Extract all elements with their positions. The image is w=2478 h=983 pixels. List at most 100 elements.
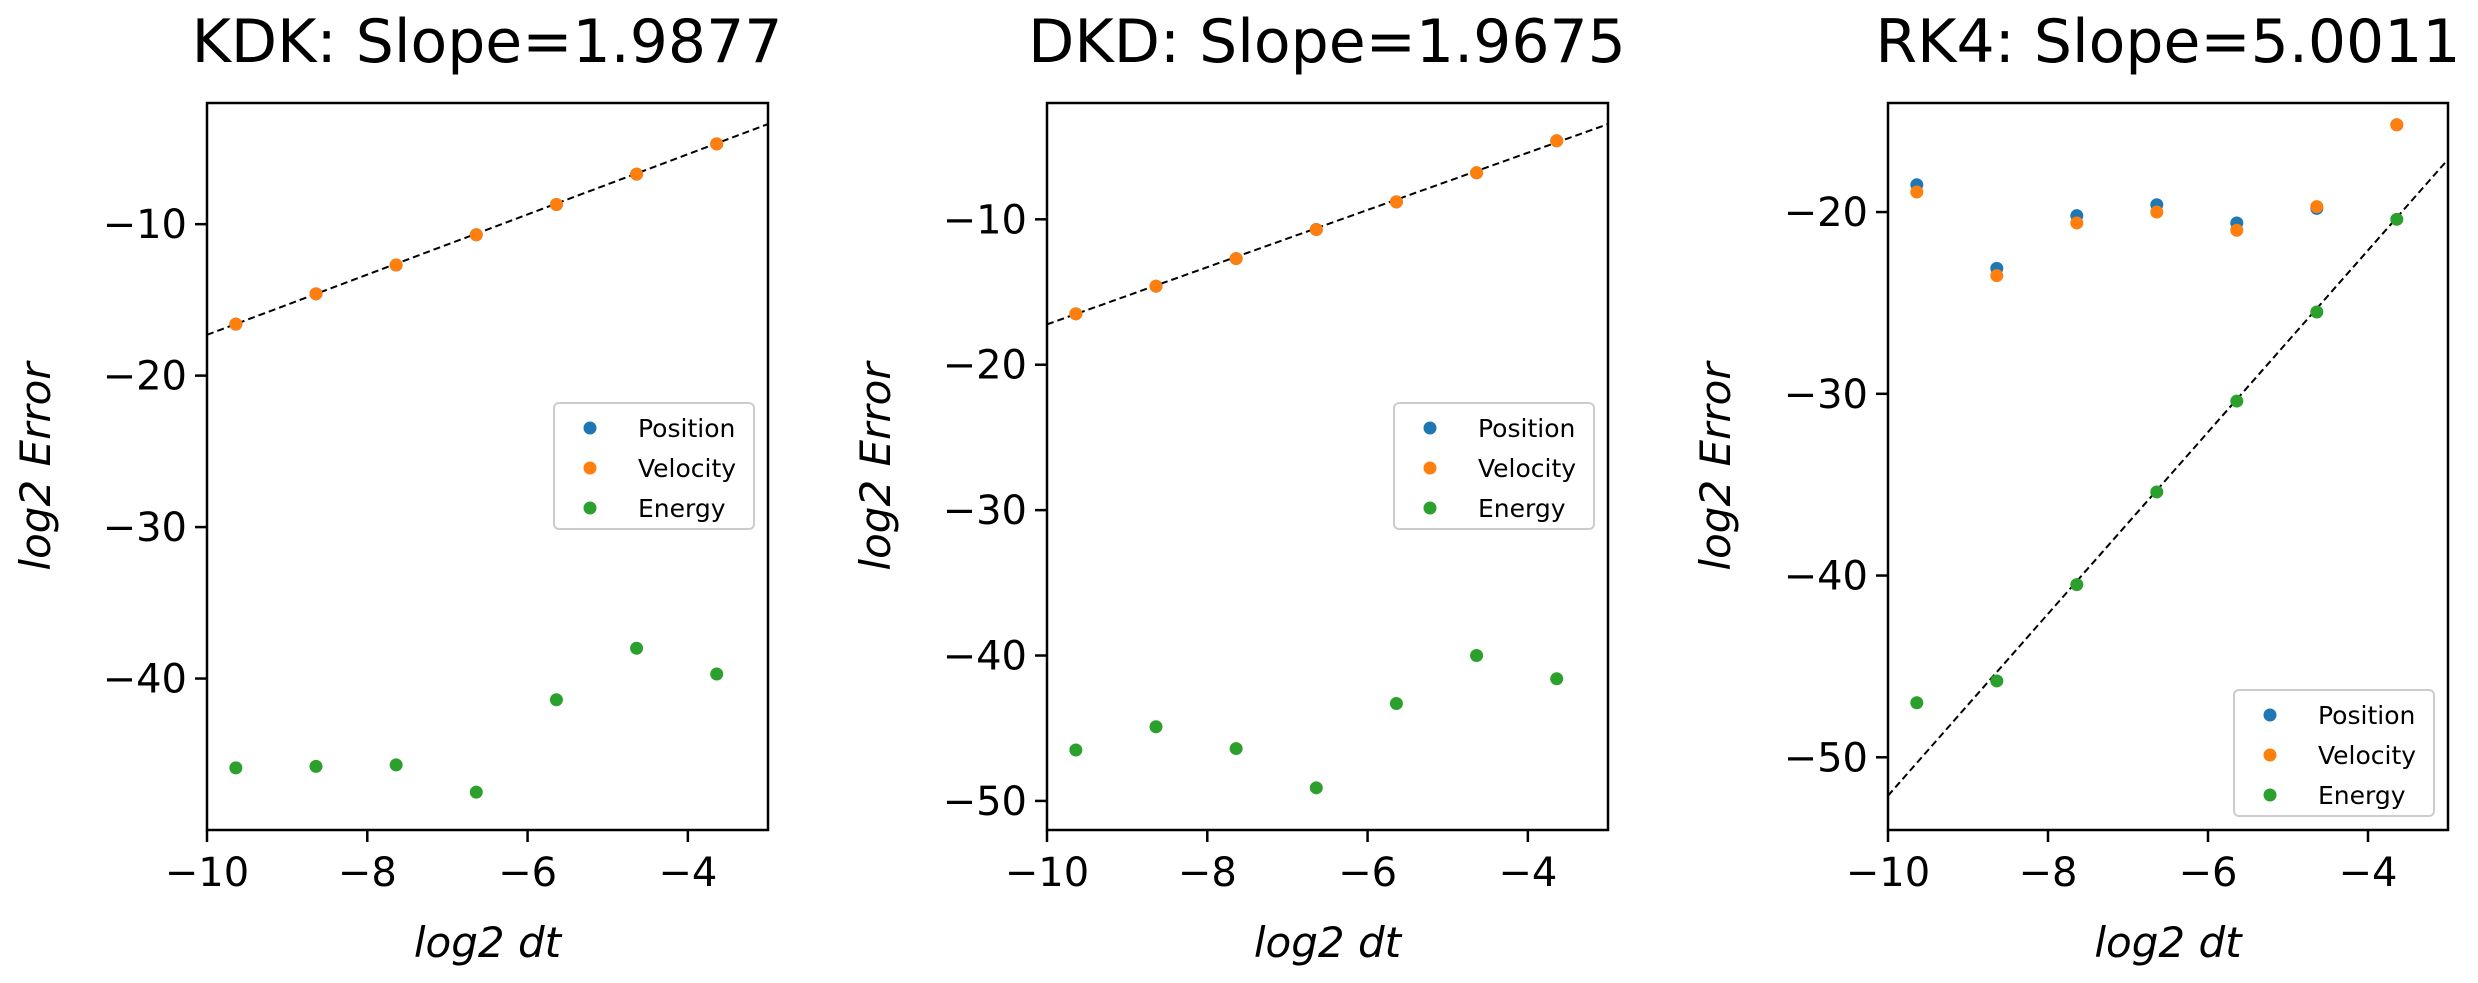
energy-point	[2390, 212, 2404, 226]
legend-marker-energy	[2263, 788, 2277, 802]
legend-marker-velocity	[1423, 461, 1437, 475]
energy-point	[389, 758, 403, 772]
velocity-point	[389, 258, 403, 272]
y-tick-label: −30	[1784, 372, 1868, 418]
legend-marker-position	[1423, 421, 1437, 435]
x-tick-label: −8	[1178, 850, 1237, 896]
energy-point	[2150, 485, 2164, 499]
energy-point	[2230, 394, 2244, 408]
energy-point	[1229, 742, 1243, 756]
legend-box	[2233, 689, 2435, 817]
fit-line	[207, 123, 768, 336]
fit-line	[1047, 123, 1608, 326]
legend-label-energy: Energy	[1478, 494, 1566, 523]
legend-box	[553, 402, 755, 530]
chart-title: DKD: Slope=1.9675	[1028, 7, 1626, 77]
chart-title: KDK: Slope=1.9877	[192, 7, 783, 77]
velocity-point	[309, 287, 323, 301]
legend: Position Velocity Energy	[2233, 689, 2435, 817]
legend-label-velocity: Velocity	[2318, 741, 2416, 770]
y-axis-label: log2 Error	[11, 360, 60, 571]
energy-point	[1389, 697, 1403, 711]
velocity-point	[630, 167, 644, 181]
energy-point	[1910, 696, 1924, 710]
x-tick-label: −6	[498, 850, 557, 896]
y-tick-label: −30	[943, 488, 1027, 534]
velocity-point	[1550, 134, 1564, 148]
plot-area-frame	[205, 101, 770, 832]
energy-point	[469, 785, 483, 799]
x-axis-label: log2 dt	[2094, 918, 2243, 967]
legend-marker-position	[583, 421, 597, 435]
y-tick-label: −10	[943, 197, 1027, 243]
legend-label-velocity: Velocity	[638, 454, 736, 483]
legend: Position Velocity Energy	[553, 402, 755, 530]
energy-point	[549, 693, 563, 707]
velocity-point	[2310, 200, 2324, 214]
legend-marker-position	[2263, 708, 2277, 722]
chart-panel-2: DKD: Slope=1.9675 −10 −8 −6 −4 −10 −20 −30 −40 −5…	[851, 7, 1626, 967]
velocity-point	[1470, 166, 1484, 180]
energy-point	[710, 667, 724, 681]
y-tick-label: −20	[1784, 190, 1868, 236]
velocity-point	[1069, 307, 1083, 321]
velocity-point	[469, 228, 483, 242]
x-tick-label: −10	[1846, 850, 1930, 896]
velocity-point	[2390, 118, 2404, 132]
y-tick-label: −10	[103, 202, 187, 248]
plot-area-frame	[1886, 101, 2450, 832]
y-tick-label: −50	[1784, 735, 1868, 781]
velocity-point	[1389, 195, 1403, 209]
y-tick-label: −40	[943, 634, 1027, 680]
velocity-point	[710, 137, 724, 151]
x-tick-label: −8	[338, 850, 397, 896]
legend-box	[1393, 402, 1595, 530]
x-tick-label: −4	[2339, 850, 2398, 896]
y-tick-label: −40	[1784, 554, 1868, 600]
velocity-point	[2230, 223, 2244, 237]
x-tick-label: −4	[1498, 850, 1557, 896]
x-tick-label: −8	[2019, 850, 2078, 896]
velocity-point	[1990, 269, 2004, 283]
energy-point	[1149, 720, 1163, 734]
legend-marker-energy	[1423, 501, 1437, 515]
x-axis-label: log2 dt	[1254, 918, 1403, 967]
y-axis-label: log2 Error	[1691, 360, 1740, 571]
legend-label-position: Position	[2318, 701, 2415, 730]
y-tick-label: −20	[103, 354, 187, 400]
x-tick-label: −4	[658, 850, 717, 896]
legend-label-energy: Energy	[638, 494, 726, 523]
fit-line	[1888, 158, 2448, 797]
energy-point	[309, 759, 323, 773]
legend-label-energy: Energy	[2318, 781, 2406, 810]
legend-marker-velocity	[2263, 748, 2277, 762]
energy-point	[1550, 672, 1564, 686]
velocity-point	[1910, 185, 1924, 199]
energy-point	[630, 641, 644, 655]
legend-marker-velocity	[583, 461, 597, 475]
y-axis-label: log2 Error	[851, 360, 900, 571]
y-tick-label: −50	[943, 779, 1027, 825]
energy-point	[2070, 578, 2084, 592]
legend: Position Velocity Energy	[1393, 402, 1595, 530]
legend-label-velocity: Velocity	[1478, 454, 1576, 483]
energy-point	[1309, 781, 1323, 795]
legend-label-position: Position	[638, 414, 735, 443]
x-tick-label: −6	[2179, 850, 2238, 896]
legend-label-position: Position	[1478, 414, 1575, 443]
velocity-point	[549, 197, 563, 211]
velocity-point	[2150, 205, 2164, 219]
y-tick-label: −40	[103, 657, 187, 703]
y-tick-label: −30	[103, 505, 187, 551]
legend-marker-energy	[583, 501, 597, 515]
chart-panel-1: KDK: Slope=1.9877 −10 −8 −6 −4 −10 −20 −30 −40 lo…	[11, 7, 782, 967]
energy-point	[1069, 743, 1083, 757]
energy-point	[2310, 305, 2324, 319]
energy-point	[1470, 649, 1484, 663]
energy-point	[229, 761, 243, 775]
energy-point	[1990, 674, 2004, 688]
velocity-point	[1229, 252, 1243, 266]
velocity-point	[1149, 279, 1163, 293]
x-tick-label: −6	[1338, 850, 1397, 896]
